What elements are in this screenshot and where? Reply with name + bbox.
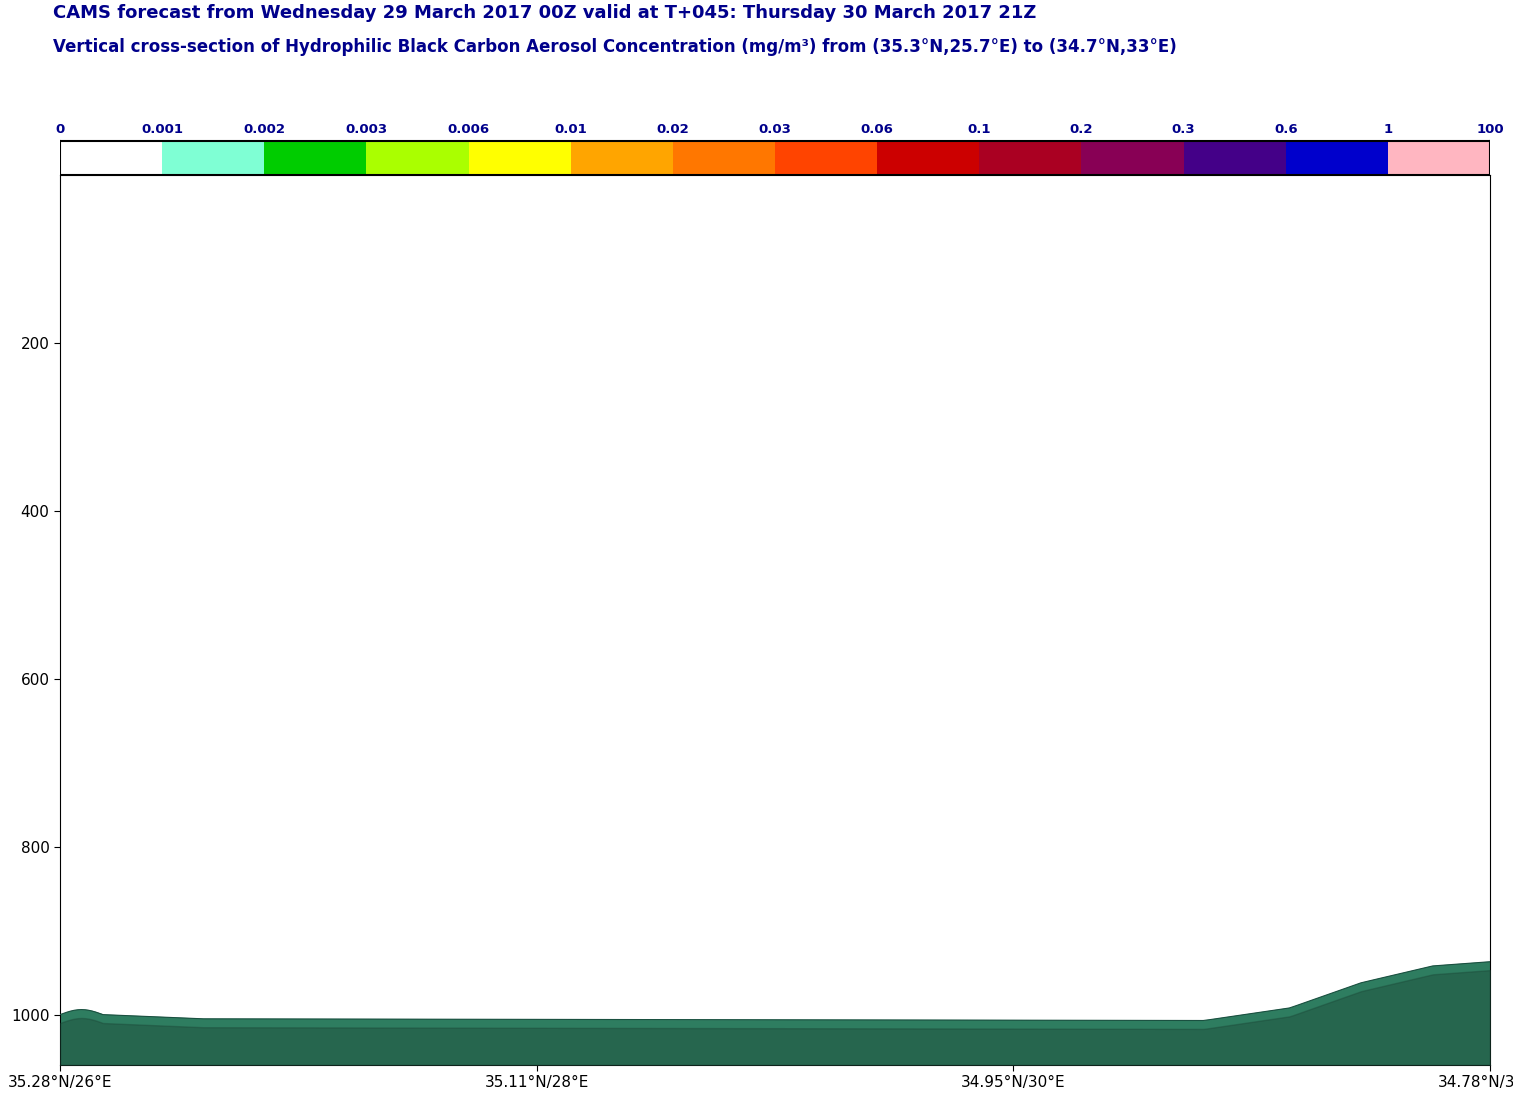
Text: Vertical cross-section of Hydrophilic Black Carbon Aerosol Concentration (mg/m³): Vertical cross-section of Hydrophilic Bl…: [53, 39, 1177, 56]
Text: 0.002: 0.002: [244, 123, 286, 137]
Text: 0.6: 0.6: [1274, 123, 1298, 137]
Bar: [775, 141, 878, 175]
Text: 0.006: 0.006: [448, 123, 490, 137]
Text: 0.02: 0.02: [657, 123, 690, 137]
Text: 0.1: 0.1: [967, 123, 991, 137]
Bar: [570, 141, 673, 175]
Text: 0.3: 0.3: [1171, 123, 1195, 137]
Bar: [1286, 141, 1387, 175]
Bar: [673, 141, 775, 175]
Text: 0.03: 0.03: [758, 123, 791, 137]
Text: 1: 1: [1383, 123, 1392, 137]
Bar: [366, 141, 469, 175]
Bar: [162, 141, 265, 175]
Text: 0.001: 0.001: [141, 123, 183, 137]
Bar: [1183, 141, 1286, 175]
Bar: [1387, 141, 1490, 175]
Text: CAMS forecast from Wednesday 29 March 2017 00Z valid at T+045: Thursday 30 March: CAMS forecast from Wednesday 29 March 20…: [53, 3, 1036, 22]
Text: 100: 100: [1477, 123, 1504, 137]
Text: 0.2: 0.2: [1070, 123, 1094, 137]
Text: 0.01: 0.01: [554, 123, 587, 137]
Bar: [979, 141, 1082, 175]
Text: 0.003: 0.003: [345, 123, 387, 137]
Bar: [1082, 141, 1183, 175]
Bar: [265, 141, 366, 175]
Bar: [469, 141, 570, 175]
Bar: [878, 141, 979, 175]
Bar: [61, 141, 162, 175]
Text: 0.06: 0.06: [861, 123, 894, 137]
Text: 0: 0: [56, 123, 65, 137]
